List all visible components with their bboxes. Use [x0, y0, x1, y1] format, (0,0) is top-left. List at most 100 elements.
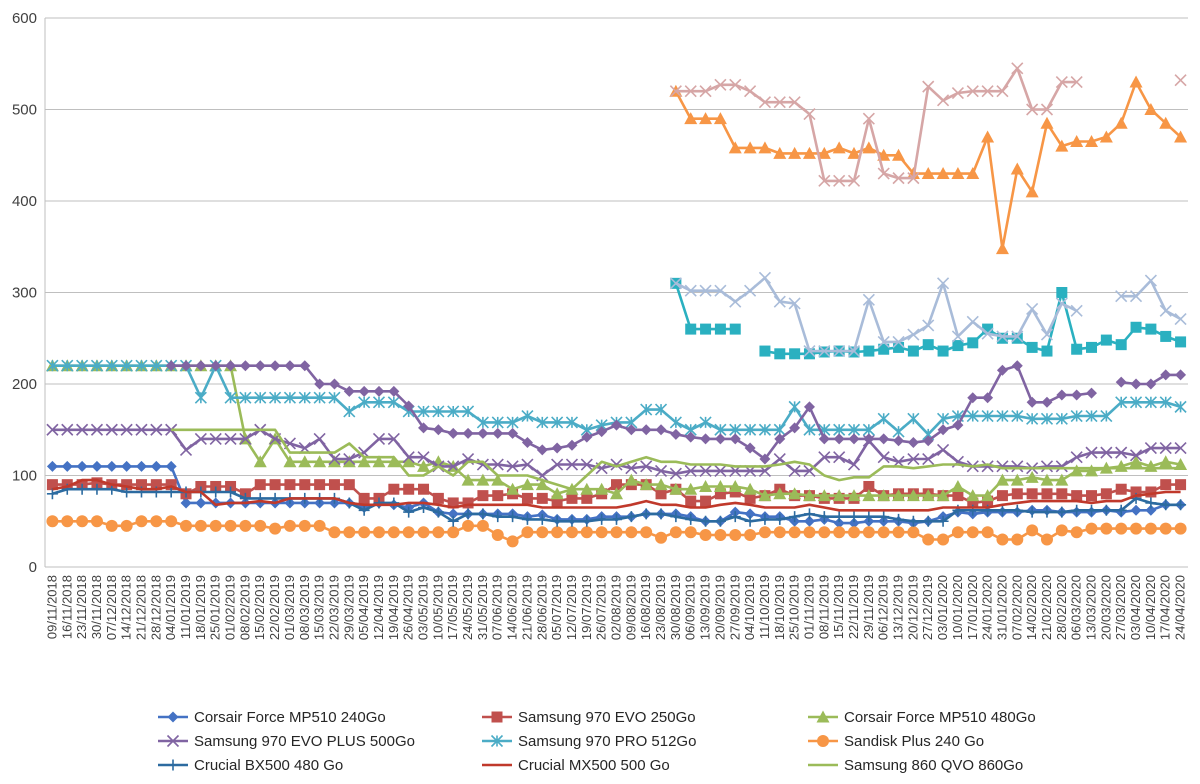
data-point: [877, 167, 890, 180]
data-point: [966, 489, 980, 502]
x-tick-label: 05/04/2019: [356, 575, 371, 640]
data-point: [76, 359, 89, 372]
data-point: [803, 344, 816, 358]
data-point: [877, 526, 890, 539]
data-point: [654, 478, 668, 491]
x-tick-label: 09/08/2019: [623, 575, 638, 640]
data-point: [46, 479, 58, 491]
data-point: [789, 511, 801, 523]
data-point: [625, 462, 638, 475]
data-point: [848, 517, 860, 529]
data-point: [581, 515, 593, 527]
data-point: [922, 452, 935, 466]
x-tick-label: 31/05/2019: [475, 575, 490, 640]
data-point: [1071, 490, 1083, 502]
y-tick-label: 500: [12, 102, 37, 119]
data-point: [447, 405, 460, 418]
data-point: [952, 340, 964, 352]
data-point: [298, 391, 311, 404]
data-point: [551, 416, 564, 429]
data-point: [863, 480, 875, 492]
x-tick-label: 27/03/2020: [1113, 575, 1128, 640]
data-point: [714, 78, 727, 91]
data-point: [387, 432, 400, 445]
x-tick-label: 22/03/2019: [326, 575, 341, 640]
data-point: [90, 515, 103, 528]
data-point: [179, 443, 193, 456]
data-point: [209, 519, 222, 532]
data-point: [848, 433, 860, 445]
data-point: [492, 427, 504, 439]
data-point: [403, 506, 415, 518]
data-point: [1086, 341, 1098, 353]
data-point: [966, 315, 979, 328]
data-point: [848, 511, 860, 523]
data-point: [1055, 524, 1068, 537]
data-point: [803, 515, 815, 527]
x-tick-label: 25/10/2019: [787, 575, 802, 640]
data-point: [981, 85, 994, 98]
data-point: [818, 511, 830, 523]
data-point: [135, 423, 148, 436]
data-point: [907, 437, 919, 449]
data-point: [877, 451, 890, 464]
data-point: [684, 464, 697, 477]
data-point: [610, 526, 623, 539]
data-point: [1025, 185, 1039, 198]
data-point: [714, 323, 726, 335]
data-point: [937, 443, 950, 456]
data-point: [922, 533, 935, 546]
data-point: [1144, 274, 1157, 287]
data-point: [298, 455, 312, 468]
data-point: [476, 519, 489, 532]
data-point: [788, 487, 802, 500]
data-point: [358, 385, 370, 397]
data-point: [966, 526, 979, 539]
data-point: [654, 464, 668, 477]
data-point: [728, 479, 742, 492]
data-point: [848, 526, 861, 539]
data-point: [387, 396, 400, 409]
data-point: [387, 455, 401, 468]
data-point: [1174, 441, 1187, 455]
data-point: [759, 453, 771, 465]
data-point: [833, 344, 846, 358]
x-tick-label: 24/01/2020: [980, 575, 995, 640]
data-point: [180, 360, 192, 372]
data-point: [105, 519, 118, 532]
data-point: [536, 513, 548, 525]
data-point: [491, 416, 504, 429]
x-tick-label: 05/07/2019: [549, 575, 564, 640]
data-point: [640, 508, 652, 520]
series-3: [46, 423, 1187, 482]
data-point: [744, 492, 756, 504]
data-point: [714, 464, 727, 477]
data-point: [1145, 497, 1157, 509]
x-tick-label: 19/07/2019: [579, 575, 594, 640]
data-point: [669, 467, 682, 480]
data-point: [536, 526, 549, 539]
data-point: [551, 526, 564, 539]
data-point: [1040, 473, 1054, 486]
data-point: [269, 391, 282, 404]
y-tick-label: 600: [12, 10, 37, 27]
data-point: [254, 479, 266, 491]
data-point: [167, 711, 179, 723]
x-tick-label: 07/06/2019: [490, 575, 505, 640]
data-point: [1056, 287, 1068, 298]
series-group: [45, 62, 1188, 548]
data-point: [432, 506, 444, 518]
data-point: [462, 497, 474, 509]
data-point: [596, 426, 608, 438]
data-point: [239, 391, 252, 404]
x-tick-label: 20/03/2020: [1098, 575, 1113, 640]
data-point: [892, 148, 906, 161]
x-tick-label: 22/11/2019: [846, 575, 861, 639]
data-point: [284, 479, 296, 491]
data-point: [713, 479, 727, 492]
data-point: [566, 492, 578, 504]
data-point: [981, 409, 994, 423]
data-point: [417, 526, 430, 539]
series-9: [669, 75, 1188, 255]
data-point: [1175, 499, 1187, 511]
